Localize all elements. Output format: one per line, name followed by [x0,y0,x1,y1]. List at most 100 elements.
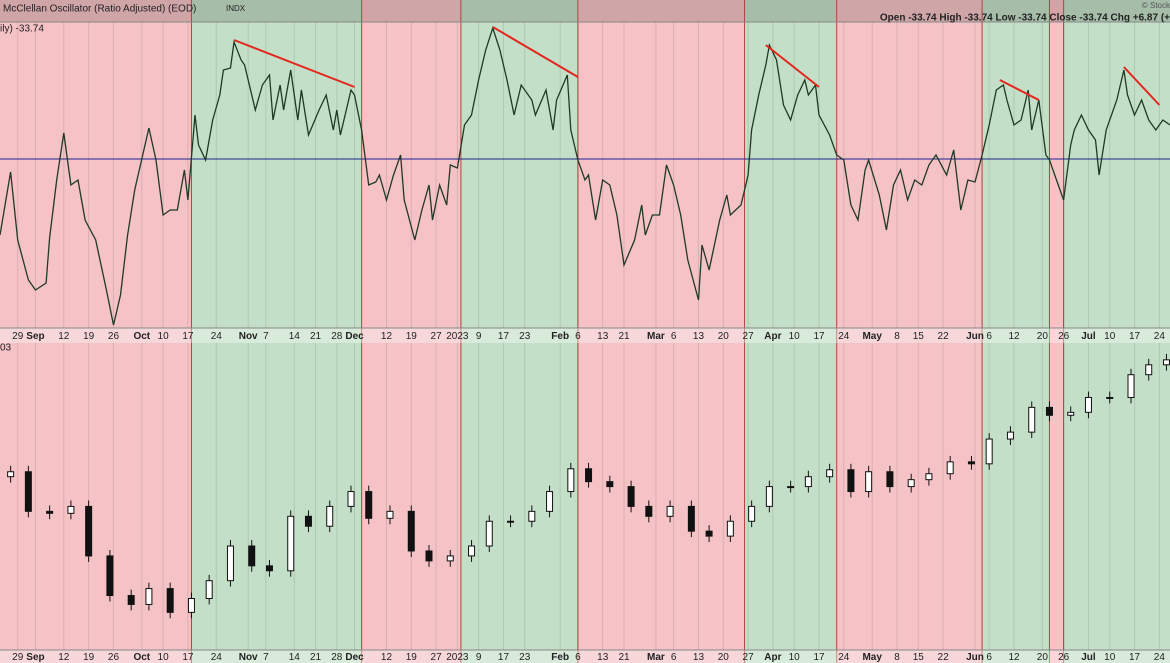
x-tick-label: 6 [986,652,992,663]
x-tick-label: 27 [431,652,443,663]
x-tick-label: Jun [966,652,984,663]
x-tick-label: 13 [597,331,609,342]
x-tick-label: 21 [618,331,630,342]
x-tick-label: 23 [519,652,531,663]
region-header [577,0,745,22]
x-tick-label: Oct [133,652,150,663]
x-tick-label: 12 [58,652,70,663]
x-tick-label: 12 [58,331,70,342]
x-tick-label: Feb [551,331,569,342]
region-header-shade [1063,0,1170,22]
region [1063,22,1170,663]
candle-body [645,505,653,517]
x-tick-label: Jun [966,331,984,342]
x-tick-label: 2023 [446,652,469,663]
x-tick-label: 12 [1008,652,1020,663]
x-tick-label: 8 [894,331,900,342]
x-tick-label: 2023 [446,331,469,342]
candle-body [787,486,795,489]
x-tick-label: Dec [345,652,364,663]
candle-body [748,505,756,522]
x-axis-strip [0,650,1170,663]
x-tick-label: Sep [26,652,44,663]
x-tick-label: 23 [519,331,531,342]
region-header-shade [744,0,837,22]
x-tick-label: 20 [718,331,730,342]
oscillator-line [0,25,1170,326]
region-header [361,0,461,22]
region-header-shade [577,0,745,22]
candle-body [187,598,195,613]
region-header-shade [982,0,1050,22]
region [1049,22,1064,663]
candle-body [627,486,635,507]
candle-body [145,588,153,605]
candle-body [304,515,312,527]
candle-body [425,550,433,562]
x-tick-label: 24 [1154,331,1166,342]
candle-body [85,505,93,557]
x-tick-label: 14 [289,331,301,342]
trend-line [765,44,820,88]
candle-body [705,530,713,537]
x-tick-label: Jul [1081,331,1096,342]
region [460,22,578,663]
candle-body [46,510,54,514]
x-tick-label: 27 [431,331,443,342]
x-tick-label: Jul [1081,652,1096,663]
x-tick-label: 6 [575,331,581,342]
x-tick-label: 19 [83,331,95,342]
candle-body [847,469,855,493]
region [982,22,1050,663]
source-label: INDX [226,4,246,13]
x-tick-label: 24 [1154,652,1166,663]
x-tick-label: 7 [263,652,269,663]
x-tick-label: 22 [938,652,950,663]
x-tick-label: 12 [381,652,393,663]
candle-body [687,505,695,532]
x-tick-label: 21 [618,652,630,663]
x-tick-label: 17 [813,331,825,342]
region-header-shade [460,0,578,22]
trend-line [233,39,355,88]
candle-body [1028,406,1036,433]
region-header-shade [0,0,192,22]
x-tick-label: 24 [211,652,223,663]
candle-body [1067,411,1075,416]
candle-body [326,505,334,527]
region-header [191,0,362,22]
candle-body [106,555,114,597]
x-tick-label: 6 [575,652,581,663]
x-tick-label: 17 [498,331,510,342]
candle-body [1106,396,1114,399]
candle-body [1045,406,1053,416]
x-tick-label: Sep [26,331,44,342]
candle-body [1162,359,1170,366]
candle-body [826,469,834,478]
x-tick-label: 17 [182,652,194,663]
x-tick-label: 26 [108,652,120,663]
x-tick-label: 10 [1104,652,1116,663]
x-tick-label: Apr [764,652,781,663]
x-tick-label: Nov [239,331,258,342]
region-header-shade [836,0,983,22]
trend-line [1123,66,1161,106]
x-tick-label: 28 [331,652,343,663]
candle-body [407,510,415,552]
x-tick-label: 12 [381,331,393,342]
candle-body [546,491,554,512]
x-tick-label: 20 [1037,331,1049,342]
x-tick-label: May [862,331,882,342]
x-tick-label: 10 [789,331,801,342]
candle-body [7,471,15,478]
panel-label: 03 [0,343,12,354]
x-tick-label: 29 [12,652,24,663]
candle-body [386,510,394,519]
candle-body [24,471,32,512]
candle-body [365,491,373,519]
candle-body [226,545,234,582]
x-tick-label: 29 [12,331,24,342]
candle-body [666,505,674,517]
region [577,22,745,663]
